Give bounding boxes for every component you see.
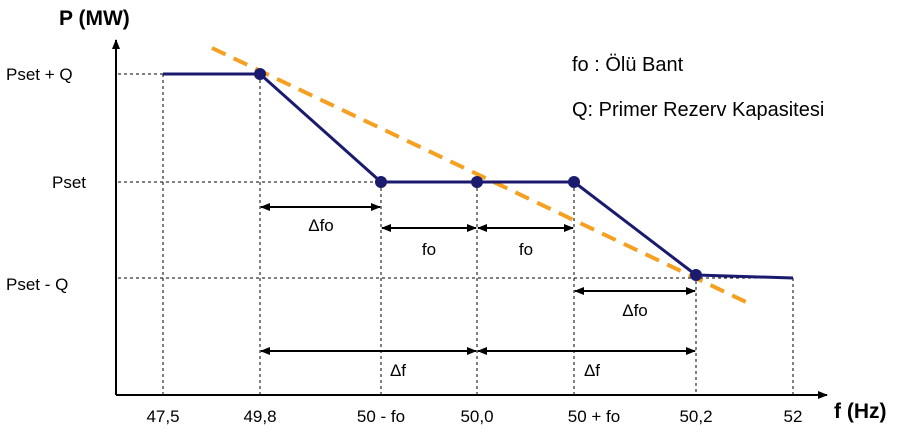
x-tick-label: 52 xyxy=(784,407,803,426)
point-50-plus-fo xyxy=(568,176,580,188)
y-label-pset-minus-q: Pset - Q xyxy=(6,275,68,294)
x-axis-title: f (Hz) xyxy=(834,400,886,423)
dim-label-delta-fo-right: Δfo xyxy=(622,301,648,320)
dim-label-fo-left: fo xyxy=(422,240,436,259)
y-label-pset-plus-q: Pset + Q xyxy=(6,65,73,84)
dim-label-delta-f-right: Δf xyxy=(584,361,600,380)
dim-label-delta-f-left: Δf xyxy=(390,361,406,380)
dim-label-fo-right: fo xyxy=(519,240,533,259)
point-50-2 xyxy=(690,269,702,281)
x-tick-label: 50 + fo xyxy=(568,407,620,426)
point-50-0 xyxy=(471,176,483,188)
point-49-8 xyxy=(254,68,266,80)
reserve-capacity-note: Q: Primer Rezerv Kapasitesi xyxy=(572,99,824,121)
y-axis-title: P (MW) xyxy=(59,7,130,30)
guide-lines xyxy=(118,73,794,395)
x-tick-label: 49,8 xyxy=(243,407,276,426)
point-50-minus-fo xyxy=(375,176,387,188)
droop-line xyxy=(211,46,747,304)
x-tick-label: 47,5 xyxy=(146,407,179,426)
x-tick-label: 50,0 xyxy=(460,407,493,426)
y-label-pset: Pset xyxy=(52,173,86,192)
dim-label-delta-fo-left: Δfo xyxy=(308,216,334,235)
dead-band-note: fo : Ölü Bant xyxy=(572,54,684,76)
x-tick-label: 50 - fo xyxy=(357,407,405,426)
x-tick-label: 50,2 xyxy=(679,407,712,426)
